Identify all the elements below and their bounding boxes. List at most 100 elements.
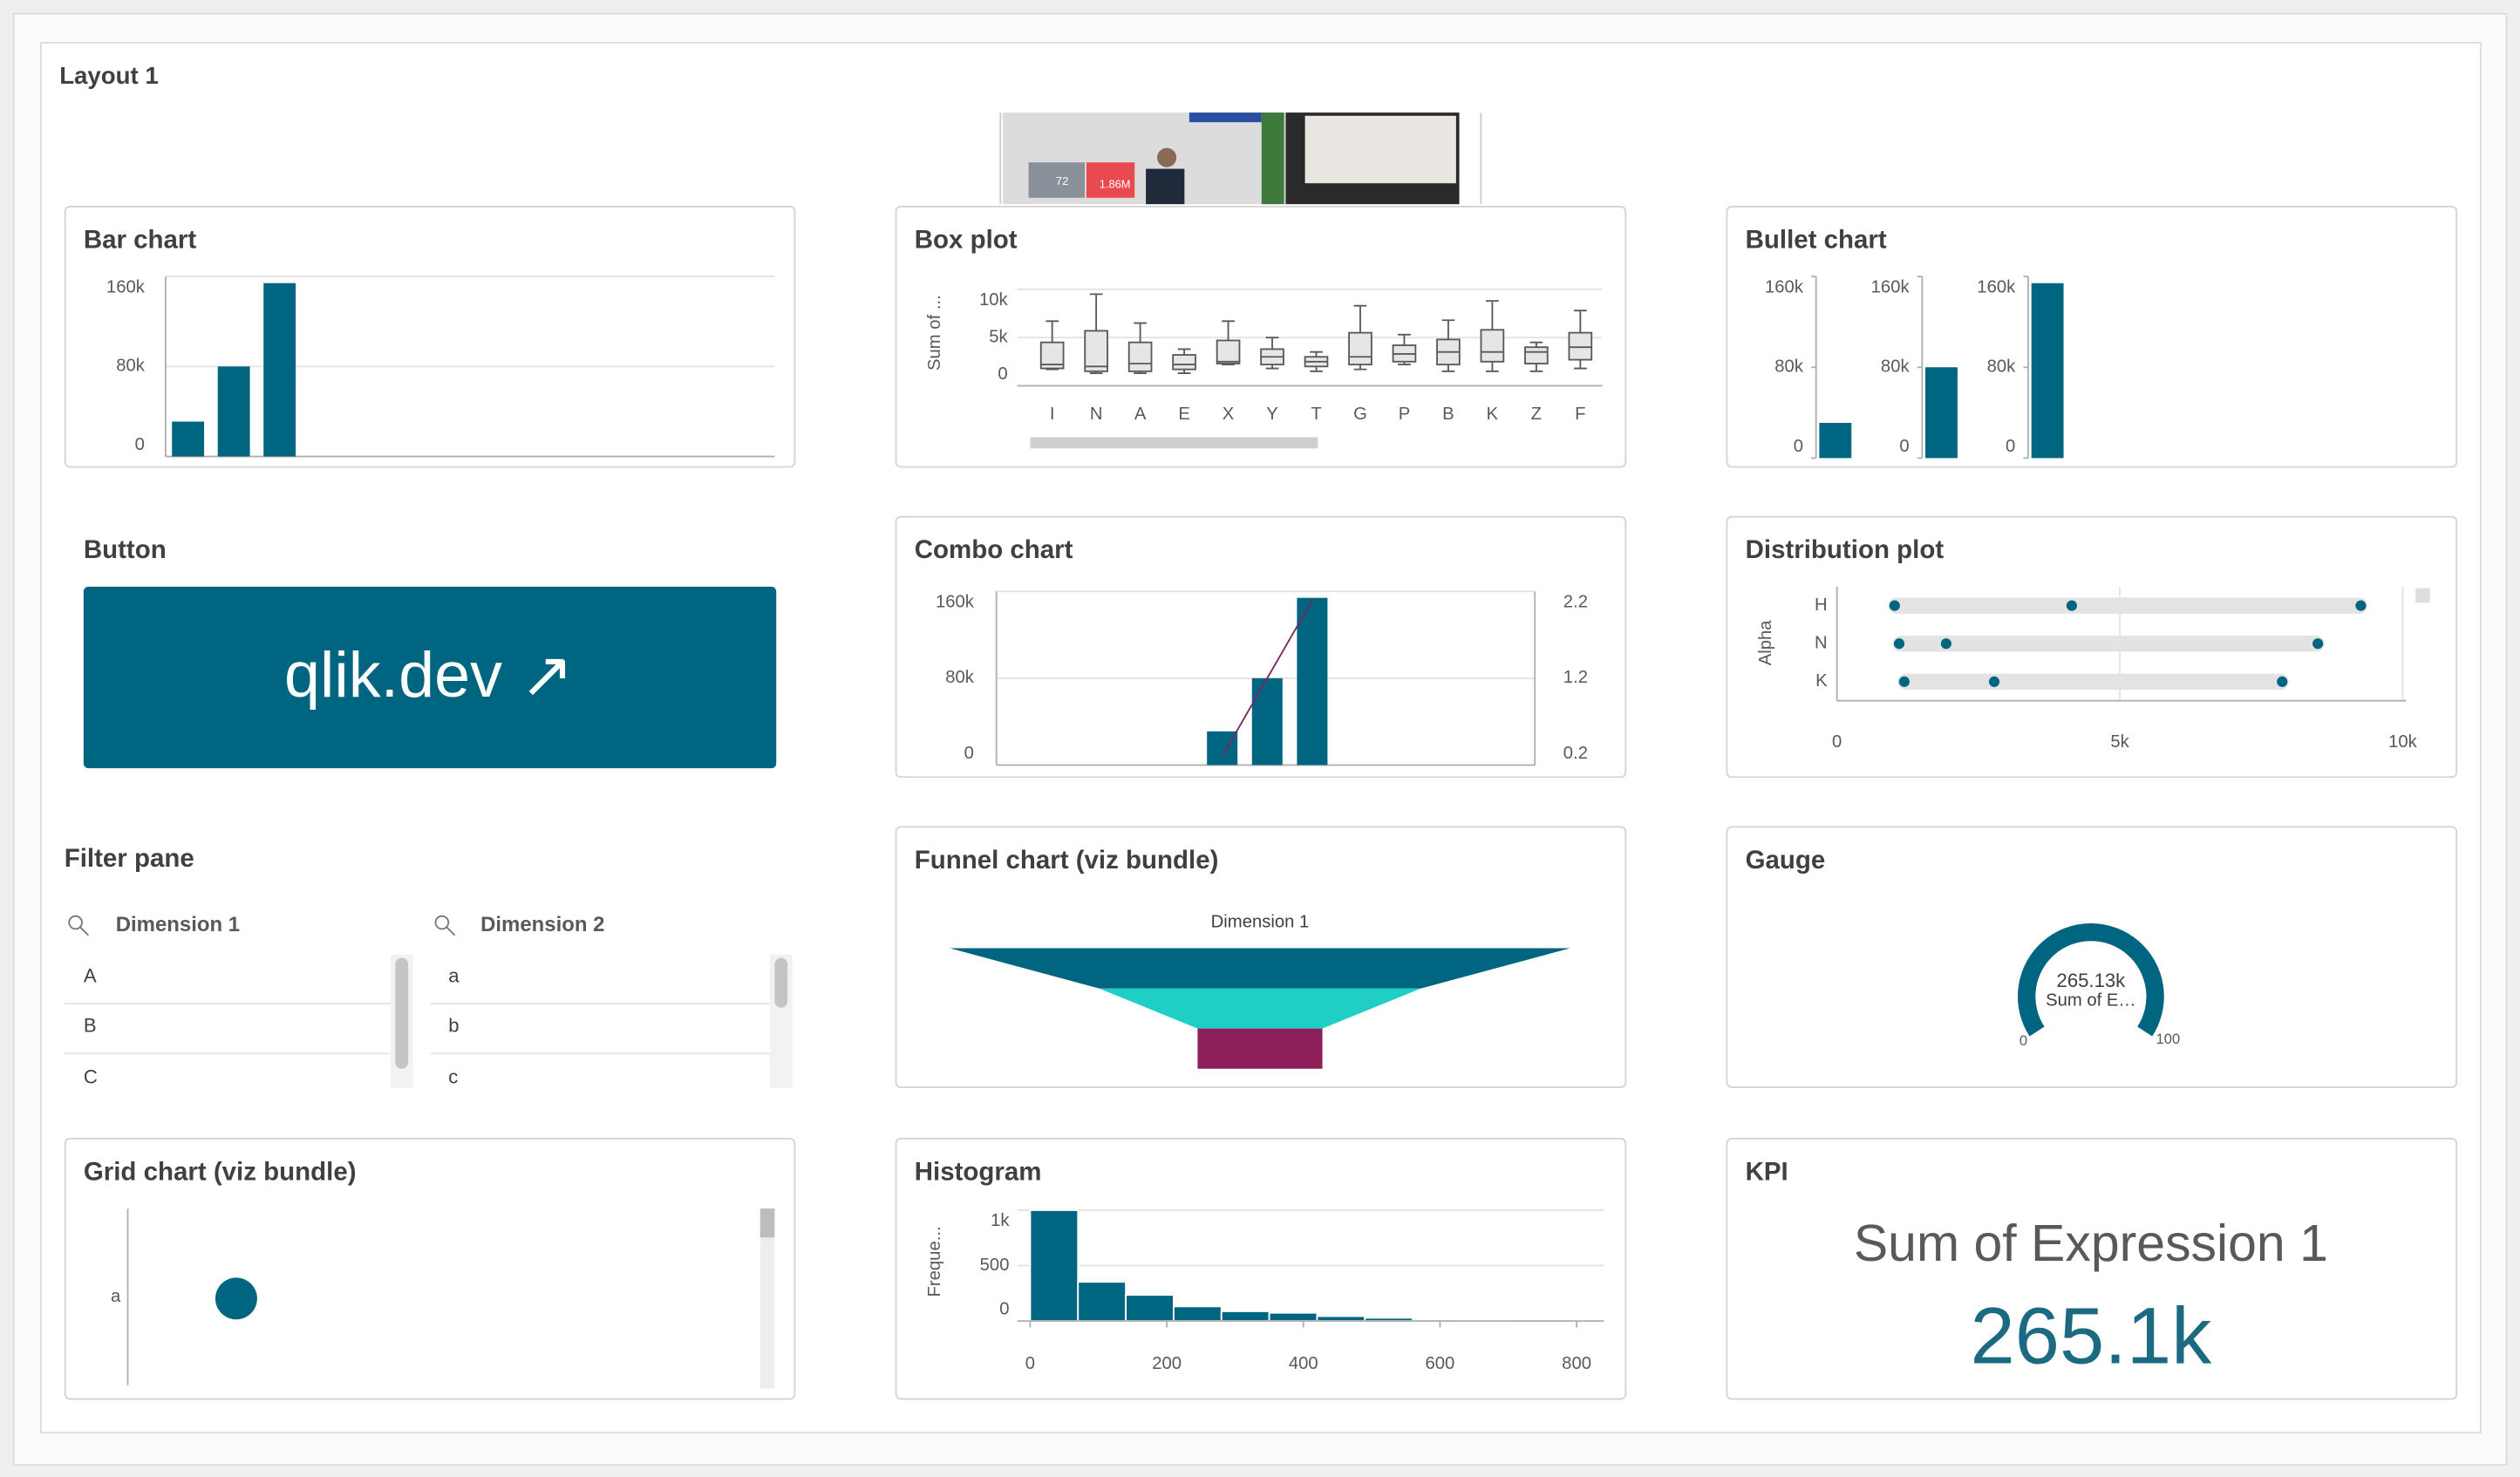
- list-item[interactable]: b: [448, 1015, 459, 1037]
- photo-detail: [1086, 162, 1135, 198]
- photo-detail: [1304, 115, 1456, 184]
- bullet-bar: [2031, 282, 2064, 459]
- photo-detail: [1188, 112, 1262, 123]
- y-tick-label: 0: [964, 744, 974, 763]
- y-tick-label: 5k: [989, 328, 1008, 347]
- scrollbar-thumb[interactable]: [395, 957, 409, 1069]
- legend-toggle[interactable]: [2415, 588, 2430, 603]
- panel-title: Box plot: [915, 225, 1018, 254]
- panel-frame: [895, 206, 1627, 468]
- panel-frame: [1726, 206, 2458, 468]
- y-tick-label: 0: [2006, 437, 2015, 456]
- photo-detail: [1028, 162, 1086, 198]
- list-item[interactable]: a: [448, 965, 460, 987]
- row-label: a: [111, 1287, 121, 1306]
- bullet-bar: [1925, 367, 1958, 459]
- bar: [172, 421, 205, 457]
- search-icon[interactable]: [68, 915, 83, 930]
- list-title[interactable]: Dimension 1: [116, 913, 240, 936]
- point: [2066, 600, 2078, 611]
- bar: [1207, 731, 1238, 766]
- kpi-label: Sum of Expression 1: [1854, 1215, 2328, 1272]
- box: [1216, 339, 1241, 364]
- photo-detail: [1261, 112, 1284, 205]
- list-title[interactable]: Dimension 2: [480, 913, 604, 936]
- y-tick-label: 500: [980, 1256, 1010, 1275]
- point: [2277, 676, 2288, 687]
- y-tick-label: 0: [135, 435, 145, 454]
- panel-title: Bullet chart: [1746, 225, 1887, 254]
- panel-title: Histogram: [915, 1157, 1042, 1186]
- y-tick-label: N: [1815, 634, 1828, 653]
- photo: 72 1.86M: [999, 112, 1482, 205]
- y-tick-label: 160k: [106, 277, 146, 296]
- histogram-bar: [1077, 1281, 1127, 1323]
- box: [1568, 331, 1593, 361]
- photo-text: 72: [1056, 174, 1068, 187]
- box: [1127, 341, 1153, 372]
- list-item[interactable]: c: [448, 1066, 458, 1088]
- x-tick-label: E: [1178, 405, 1190, 424]
- point: [1940, 638, 1951, 650]
- list-item[interactable]: C: [84, 1066, 98, 1088]
- x-tick-label: P: [1399, 405, 1411, 424]
- search-icon: [79, 926, 90, 936]
- search-icon[interactable]: [434, 915, 450, 930]
- x-tick-label: X: [1223, 405, 1235, 424]
- y-tick-label: 160k: [1871, 277, 1910, 296]
- x-tick-label: 400: [1289, 1354, 1318, 1373]
- list-item[interactable]: B: [84, 1015, 97, 1037]
- bar: [1297, 597, 1328, 766]
- y-tick-label: 80k: [1987, 357, 2017, 377]
- photo-text: 1.86M: [1100, 177, 1131, 190]
- scrollbar-thumb[interactable]: [774, 957, 788, 1008]
- panel-frame: [64, 1138, 796, 1400]
- line: [1221, 599, 1313, 757]
- button-label[interactable]: qlik.dev ↗: [284, 638, 574, 711]
- gauge-value: 265.13k: [2057, 970, 2127, 991]
- funnel-segment: [950, 948, 1570, 989]
- box: [1480, 329, 1505, 363]
- panel-title: Grid chart (viz bundle): [84, 1157, 357, 1186]
- y-tick-label: 160k: [936, 593, 975, 612]
- y-tick-label: 80k: [1774, 357, 1804, 377]
- x-tick-label: 600: [1426, 1354, 1455, 1373]
- gauge-label: Sum of E…: [2046, 991, 2136, 1011]
- bar: [217, 366, 250, 457]
- kpi-value: 265.1k: [1971, 1290, 2213, 1380]
- x-tick-label: K: [1487, 405, 1499, 424]
- panel-title: Funnel chart (viz bundle): [915, 846, 1219, 875]
- panel-frame: [1726, 826, 2458, 1088]
- y-tick-label: 0: [998, 364, 1007, 384]
- filter-pane: Dimension 1 A B C Dimension 2 a b c: [64, 913, 793, 1088]
- box: [1524, 346, 1549, 364]
- x-tick-label: 0: [1025, 1354, 1035, 1373]
- link-button[interactable]: [83, 586, 777, 769]
- point: [2355, 600, 2367, 611]
- y-tick-label: 1.2: [1563, 668, 1588, 687]
- histogram-bar: [1173, 1305, 1223, 1323]
- x-tick-label: Y: [1266, 405, 1278, 424]
- histogram-bar: [1125, 1294, 1175, 1323]
- y-tick-label: 80k: [1881, 357, 1910, 377]
- panel-title: KPI: [1746, 1157, 1788, 1186]
- list-item[interactable]: A: [84, 965, 97, 987]
- x-tick-label: A: [1134, 405, 1147, 424]
- scrollbar-track[interactable]: [759, 1208, 775, 1389]
- scrollbar-thumb[interactable]: [759, 1208, 775, 1238]
- x-tick-label: 800: [1562, 1354, 1591, 1373]
- x-tick-label: 200: [1152, 1354, 1182, 1373]
- y-tick-label: 0: [1794, 437, 1803, 456]
- funnel-segment: [1197, 1028, 1323, 1069]
- y-tick-label: H: [1815, 596, 1828, 615]
- y-tick-label: 0.2: [1563, 744, 1588, 763]
- scrollbar[interactable]: [1030, 437, 1318, 449]
- x-tick-label: 5k: [2110, 732, 2129, 752]
- axis-title: Freque...: [925, 1226, 944, 1297]
- panel-frame: [1726, 1138, 2458, 1400]
- x-tick-label: N: [1090, 405, 1103, 424]
- y-tick-label: 2.2: [1563, 593, 1588, 612]
- point: [1898, 676, 1910, 687]
